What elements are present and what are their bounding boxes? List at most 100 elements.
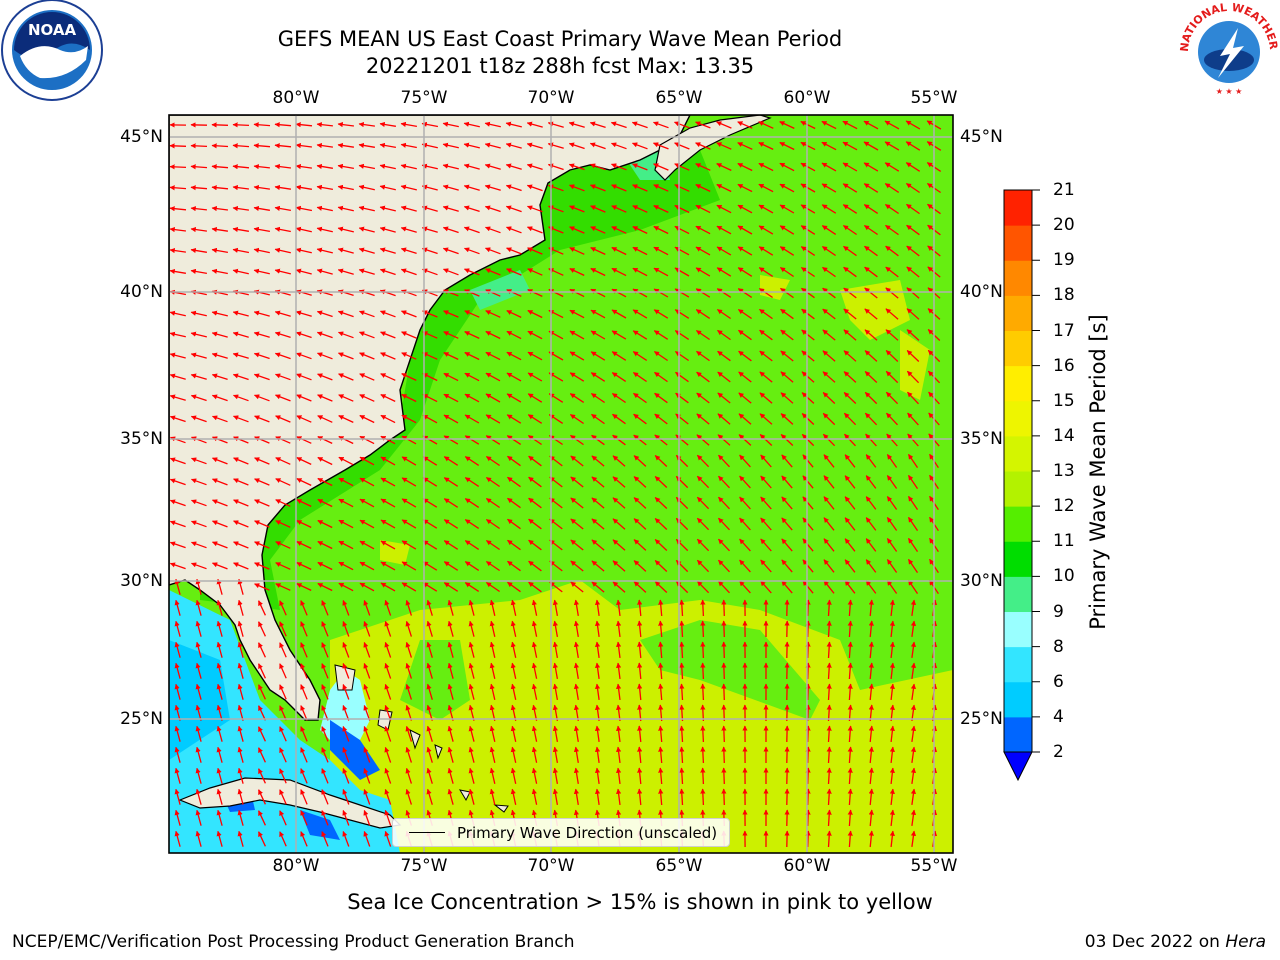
wave-arrow <box>843 371 857 383</box>
wave-arrow <box>721 662 727 680</box>
wave-arrow <box>758 225 774 235</box>
wave-arrow <box>865 475 877 489</box>
wave-arrow <box>823 559 835 573</box>
wave-arrow <box>232 310 249 317</box>
wave-arrow <box>633 581 647 593</box>
wave-arrow <box>316 247 333 254</box>
wave-arrow <box>359 352 375 360</box>
wave-arrow <box>632 184 648 192</box>
wave-arrow <box>274 164 291 170</box>
wave-arrow <box>195 662 202 679</box>
wave-arrow <box>632 226 648 234</box>
wave-arrow <box>568 163 585 171</box>
wave-arrow <box>447 620 454 637</box>
wave-arrow <box>464 498 480 508</box>
wave-arrow <box>237 683 244 700</box>
colorbar-tick-label: 13 <box>1053 461 1075 481</box>
wave-arrow <box>317 477 333 487</box>
wave-arrow <box>405 641 413 658</box>
wave-arrow <box>505 121 522 128</box>
wave-arrow <box>212 478 228 486</box>
wave-arrow <box>464 310 480 318</box>
wave-arrow <box>611 246 627 256</box>
wave-arrow <box>405 599 413 616</box>
wave-arrow <box>401 331 417 339</box>
wave-arrow <box>739 538 751 552</box>
wave-arrow <box>359 456 375 466</box>
wave-arrow <box>384 599 392 616</box>
wave-arrow <box>296 457 312 465</box>
wave-arrow <box>174 662 181 679</box>
wave-arrow <box>317 498 333 508</box>
wave-arrow <box>401 310 417 318</box>
wave-arrow <box>421 205 438 212</box>
wave-arrow <box>426 620 433 637</box>
wave-arrow <box>696 413 710 425</box>
wave-arrow <box>885 308 899 320</box>
wave-arrow <box>780 287 794 299</box>
wave-arrow <box>317 540 333 550</box>
wave-arrow <box>443 268 459 276</box>
wave-arrow <box>653 163 669 171</box>
wave-arrow <box>885 224 899 236</box>
wave-arrow <box>905 120 921 130</box>
wave-arrow <box>506 310 522 318</box>
wave-arrow <box>695 142 711 150</box>
wave-arrow <box>822 308 836 320</box>
wave-arrow <box>401 289 417 297</box>
wave-arrow <box>275 394 291 402</box>
wave-arrow <box>868 662 874 680</box>
wave-arrow <box>632 371 647 383</box>
wave-arrow <box>632 205 648 213</box>
wave-arrow <box>212 520 228 528</box>
colorbar-tick-label: 14 <box>1053 425 1075 446</box>
wave-arrow <box>590 267 606 277</box>
wave-arrow <box>401 477 417 487</box>
wave-arrow <box>422 310 438 318</box>
wave-arrow <box>464 414 480 424</box>
wave-arrow <box>906 329 920 341</box>
wave-arrow <box>363 600 371 616</box>
wave-arrow <box>531 662 538 679</box>
land-us-east-coast <box>169 115 691 721</box>
wave-arrow <box>658 662 664 680</box>
wave-arrow <box>549 560 563 572</box>
wave-arrow <box>612 539 626 551</box>
wave-arrow <box>384 620 392 637</box>
wave-arrow <box>296 499 312 507</box>
wave-arrow <box>338 561 354 571</box>
wave-arrow <box>612 560 626 572</box>
chart-title: GEFS MEAN US East Coast Primary Wave Mea… <box>277 27 843 51</box>
wave-arrow <box>233 415 249 423</box>
wave-arrow <box>570 539 584 551</box>
wave-arrow <box>400 142 417 149</box>
wave-arrow <box>507 497 521 509</box>
wave-arrow <box>526 121 543 128</box>
wave-arrow <box>485 539 500 551</box>
wave-arrow <box>632 163 648 171</box>
wave-arrow <box>612 497 626 509</box>
wave-arrow <box>696 454 710 468</box>
wave-arrow <box>232 205 249 212</box>
wave-arrow <box>653 330 669 340</box>
wave-arrow <box>274 310 291 317</box>
wave-arrow <box>885 391 899 405</box>
wave-arrow <box>675 475 689 489</box>
wave-arrow <box>779 246 795 256</box>
wave-arrow <box>363 621 371 637</box>
colorbar-tick-label: 6 <box>1053 671 1064 692</box>
wave-arrow <box>907 537 919 552</box>
wave-arrow <box>802 496 814 510</box>
wave-arrow <box>886 538 898 552</box>
wave-arrow <box>379 142 397 149</box>
wave-arrow <box>190 226 207 233</box>
wave-arrow <box>526 184 543 192</box>
wave-arrow <box>422 414 438 424</box>
wave-arrow <box>675 496 689 510</box>
wave-arrow <box>485 351 501 361</box>
wave-arrow <box>907 391 919 405</box>
wave-arrow <box>316 331 333 339</box>
wave-arrow <box>485 268 501 276</box>
wave-arrow <box>359 331 375 339</box>
wave-arrow <box>863 162 879 172</box>
